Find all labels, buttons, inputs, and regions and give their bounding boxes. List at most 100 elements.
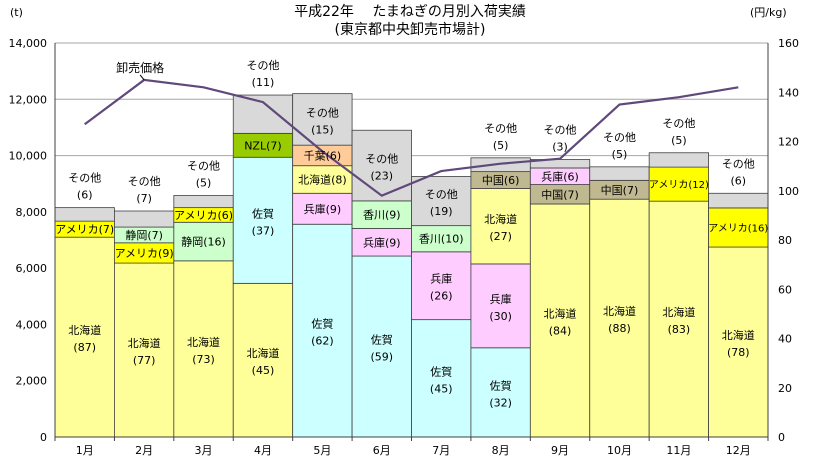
segment-share: (5) [612,148,628,161]
y2-tick-label: 160 [778,37,799,50]
segment-label: その他 [544,124,577,137]
bar-segment [648,200,709,438]
axes: 0 2,000 4,000 6,000 8,000 10,000 12,000 14,000 0… [9,37,800,457]
bar-segment [232,94,294,134]
bar-segment [292,165,353,194]
y2-tick-label: 0 [778,431,785,444]
segment-share: (73) [192,353,215,366]
bar-segment [292,93,353,146]
segment-share: (23) [370,170,393,183]
y2-tick-label: 120 [778,136,799,149]
x-tick-label: 6月 [373,444,391,457]
y2-tick-label: 40 [778,333,792,346]
y2-tick-label: 60 [778,283,792,296]
bar-segment [529,203,591,438]
x-tick-label: 8月 [492,444,510,457]
segment-share: (30) [489,310,512,323]
segment-label: 兵庫 [490,292,512,306]
bar-segment [708,207,769,248]
segment-share: (32) [489,396,512,409]
segment-share: (26) [430,290,453,303]
segment-share: (27) [489,230,512,243]
segment-share: (5) [196,177,212,190]
y-tick-label: 0 [40,431,47,444]
segment-share: (37) [252,224,275,237]
bar-segment [292,192,353,225]
segment-label: 静岡(7) [125,228,163,242]
segment-label: その他 [484,122,517,135]
chart-title: 平成22年 たまねぎの月別入荷実績 [294,4,526,20]
segment-label: アメリカ(12) [649,179,709,191]
segment-label: 北海道 [662,305,695,319]
bar-segment [708,246,769,438]
segment-label: 佐賀 [252,206,274,220]
bar-segment [470,188,531,265]
segment-label: 北海道 [187,335,220,349]
price-line-series: 卸売価格 [84,60,739,197]
bar-segment [708,192,769,209]
y2-tick-label: 20 [778,382,792,395]
segment-share: (15) [311,123,334,136]
bar-segment [589,166,650,181]
y-tick-label: 2,000 [16,375,48,388]
segment-label: 佐賀 [371,333,393,347]
segment-label: 兵庫(9) [363,235,401,249]
segment-label: 佐賀 [490,378,512,392]
segment-label: 静岡(16) [181,235,226,249]
segment-share: (3) [552,141,568,154]
y2-tick-label: 100 [778,185,799,198]
segment-label: その他 [187,160,220,173]
segment-label: アメリカ(7) [55,223,114,236]
bar-segment [54,207,115,222]
x-tick-label: 12月 [726,444,751,457]
x-tick-label: 7月 [432,444,450,457]
bar-segment [411,225,472,253]
bar-segment [114,210,175,228]
segment-share: (45) [430,382,453,395]
segment-label: 北海道 [68,323,101,337]
price-line-leader [139,74,145,81]
bar-segment [470,347,531,438]
segment-label: 中国(6) [482,174,520,187]
segment-label: その他 [603,131,636,144]
price-line [84,78,739,197]
x-tick-label: 5月 [313,444,331,457]
segment-label: 兵庫 [430,272,452,286]
segment-label: 中国(7) [541,188,579,201]
x-tick-label: 11月 [666,444,691,457]
segment-share: (6) [77,189,93,202]
segment-label: アメリカ(6) [174,209,233,222]
segment-share: (77) [133,354,156,367]
y2-tick-label: 80 [778,234,792,247]
bar-segment [173,260,234,438]
x-tick-label: 3月 [195,444,213,457]
x-tick-label: 4月 [254,444,272,457]
segment-label: 北海道 [128,336,161,350]
segment-label: 北海道 [603,304,636,318]
y-tick-label: 8,000 [16,206,48,219]
bar-segment [411,319,472,438]
stacked-bars [54,93,769,438]
y2-tick-label: 140 [778,86,799,99]
segment-share: (7) [136,192,152,205]
segment-label: その他 [68,172,101,185]
segment-share: (11) [252,76,275,89]
x-tick-label: 10月 [607,444,632,457]
segment-share: (78) [727,346,750,359]
segment-label: NZL(7) [244,139,281,152]
segment-share: (83) [668,323,691,336]
segment-label: 北海道 [246,346,279,360]
segment-share: (5) [493,139,509,152]
segment-label: 香川(9) [363,209,401,222]
bar-segment [114,262,175,438]
bar-segment [173,195,234,209]
segment-label: その他 [365,153,398,166]
segment-label: その他 [128,175,161,188]
chart-subtitle: (東京都中央卸売市場計) [335,21,486,38]
y-tick-label: 12,000 [9,93,48,106]
segment-label: 兵庫(9) [304,202,342,216]
x-tick-label: 9月 [551,444,569,457]
bar-segment [351,255,412,438]
segment-share: (5) [671,134,687,147]
